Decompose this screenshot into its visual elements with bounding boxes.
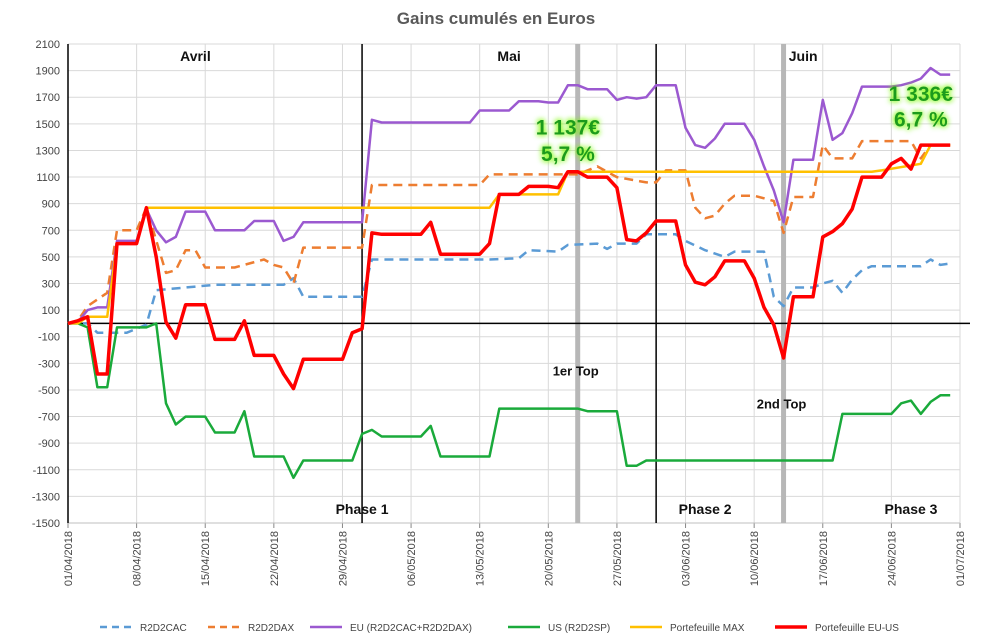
y-tick-label: 1900 [36, 66, 60, 78]
phase-label: Phase 2 [679, 501, 732, 517]
y-tick-label: 2100 [36, 39, 60, 51]
y-tick-label: 1100 [36, 172, 60, 184]
y-tick-label: 1700 [36, 92, 60, 104]
callout-amount: 1 137€ [536, 116, 601, 139]
legend: R2D2CAC R2D2DAX EU (R2D2CAC+R2D2DAX) US (R2… [100, 623, 899, 634]
legend-label: R2D2DAX [248, 623, 294, 634]
y-tick-label: -500 [38, 385, 60, 397]
x-tick-label: 08/04/2018 [132, 531, 144, 586]
x-tick-label: 13/05/2018 [475, 531, 487, 586]
y-tick-label: 1500 [36, 119, 60, 131]
y-tick-label: -300 [38, 358, 60, 370]
x-axis-ticks: 01/04/2018 08/04/2018 15/04/2018 22/04/2018… [63, 531, 967, 586]
legend-label: Portefeuille EU-US [815, 623, 899, 634]
y-axis-ticks: -1500 -1300 -1100 -900 -700 -500 -300 -100 100 30… [32, 39, 60, 530]
y-tick-label: -1100 [33, 465, 60, 477]
callout-percent: 6,7 % [894, 108, 948, 131]
legend-label: EU (R2D2CAC+R2D2DAX) [350, 623, 472, 634]
series-line-r2d2cac [68, 233, 951, 334]
y-tick-label: 500 [42, 252, 60, 264]
top-label: 1er Top [553, 363, 599, 378]
x-tick-label: 06/05/2018 [406, 531, 418, 586]
x-tick-label: 20/05/2018 [543, 531, 555, 586]
series-line-eu-r2d2cac-r2d2dax [67, 66, 951, 325]
callout-percent: 5,7 % [541, 143, 595, 166]
x-tick-label: 15/04/2018 [200, 531, 212, 586]
series-lines [67, 66, 951, 480]
callout-amount: 1 336€ [889, 83, 954, 106]
top-label: 2nd Top [757, 397, 807, 412]
x-tick-label: 29/04/2018 [337, 531, 349, 586]
x-tick-label: 01/07/2018 [955, 531, 967, 586]
chart-title: Gains cumulés en Euros [397, 9, 595, 28]
y-tick-label: 1300 [36, 145, 60, 157]
y-tick-label: -1500 [32, 518, 60, 530]
series-line-portefeuille-eu-us [67, 143, 951, 391]
month-label: Mai [497, 48, 520, 64]
x-tick-label: 22/04/2018 [269, 531, 281, 586]
legend-label: Portefeuille MAX [670, 623, 745, 634]
x-tick-label: 01/04/2018 [63, 531, 75, 586]
series-line-portefeuille-max [68, 143, 951, 325]
y-tick-label: -1300 [32, 491, 60, 503]
y-tick-label: 700 [42, 225, 60, 237]
annotation-labels: Avril Mai Juin Phase 1 Phase 2 Phase 3 1er Top… [180, 48, 953, 517]
phase-label: Phase 1 [336, 501, 389, 517]
y-tick-label: 100 [42, 305, 60, 317]
x-tick-label: 27/05/2018 [612, 531, 624, 586]
x-tick-label: 24/06/2018 [886, 531, 898, 586]
annotations [67, 44, 970, 523]
legend-label: US (R2D2SP) [548, 623, 610, 634]
series-line-r2d2dax [67, 139, 951, 325]
phase-label: Phase 3 [885, 501, 938, 517]
month-label: Avril [180, 48, 211, 64]
y-tick-label: -100 [38, 332, 60, 344]
x-tick-label: 03/06/2018 [681, 531, 693, 586]
x-tick-label: 10/06/2018 [749, 531, 761, 586]
y-tick-label: -900 [38, 438, 60, 450]
legend-label: R2D2CAC [140, 623, 187, 634]
x-tick-label: 17/06/2018 [818, 531, 830, 586]
series-line-us-r2d2sp [68, 322, 951, 480]
y-tick-label: 900 [42, 199, 60, 211]
y-tick-label: 300 [42, 279, 60, 291]
month-label: Juin [789, 48, 818, 64]
y-tick-label: -700 [38, 412, 60, 424]
